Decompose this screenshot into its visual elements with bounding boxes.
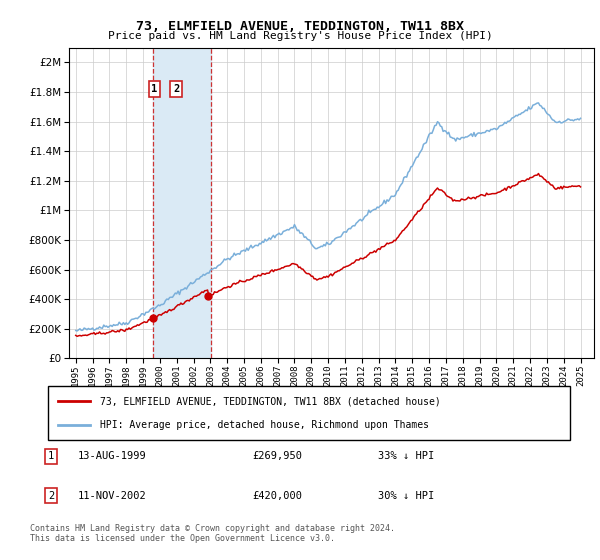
- Text: HPI: Average price, detached house, Richmond upon Thames: HPI: Average price, detached house, Rich…: [100, 419, 429, 430]
- Text: £269,950: £269,950: [252, 451, 302, 461]
- FancyBboxPatch shape: [48, 386, 570, 440]
- Text: 13-AUG-1999: 13-AUG-1999: [78, 451, 147, 461]
- Text: 73, ELMFIELD AVENUE, TEDDINGTON, TW11 8BX (detached house): 73, ELMFIELD AVENUE, TEDDINGTON, TW11 8B…: [100, 396, 441, 407]
- Text: 11-NOV-2002: 11-NOV-2002: [78, 491, 147, 501]
- Bar: [154, 48, 211, 358]
- Text: 30% ↓ HPI: 30% ↓ HPI: [378, 491, 434, 501]
- Text: 1: 1: [151, 84, 157, 94]
- Text: Contains HM Land Registry data © Crown copyright and database right 2024.
This d: Contains HM Land Registry data © Crown c…: [30, 524, 395, 543]
- Text: 2: 2: [173, 84, 179, 94]
- Text: 1: 1: [48, 451, 54, 461]
- Text: £420,000: £420,000: [252, 491, 302, 501]
- Text: 2: 2: [48, 491, 54, 501]
- Text: 73, ELMFIELD AVENUE, TEDDINGTON, TW11 8BX: 73, ELMFIELD AVENUE, TEDDINGTON, TW11 8B…: [136, 20, 464, 32]
- Text: 33% ↓ HPI: 33% ↓ HPI: [378, 451, 434, 461]
- Text: Price paid vs. HM Land Registry's House Price Index (HPI): Price paid vs. HM Land Registry's House …: [107, 31, 493, 41]
